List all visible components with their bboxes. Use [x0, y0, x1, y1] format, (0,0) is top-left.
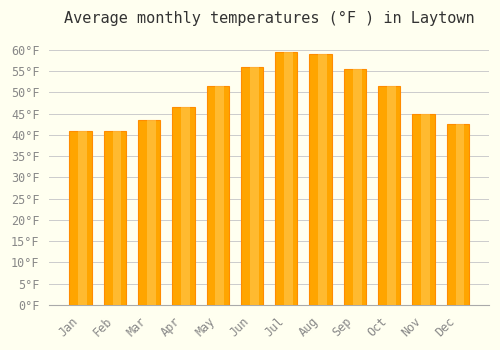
Bar [421, 113, 430, 305]
Bar [275, 52, 297, 305]
Bar [112, 131, 122, 305]
Bar [387, 86, 396, 305]
Bar [318, 54, 327, 305]
Bar [241, 67, 263, 305]
Bar [352, 69, 362, 305]
Bar [78, 131, 87, 305]
Bar [378, 86, 400, 305]
Bar [216, 86, 224, 305]
Bar [206, 86, 229, 305]
Bar [104, 131, 126, 305]
Bar [147, 120, 156, 305]
Bar [250, 67, 258, 305]
Bar [284, 52, 293, 305]
Bar [446, 124, 469, 305]
Bar [412, 113, 434, 305]
Bar [344, 69, 366, 305]
Bar [172, 107, 195, 305]
Title: Average monthly temperatures (°F ) in Laytown: Average monthly temperatures (°F ) in La… [64, 11, 474, 26]
Bar [70, 131, 92, 305]
Bar [138, 120, 160, 305]
Bar [456, 124, 464, 305]
Bar [310, 54, 332, 305]
Bar [181, 107, 190, 305]
